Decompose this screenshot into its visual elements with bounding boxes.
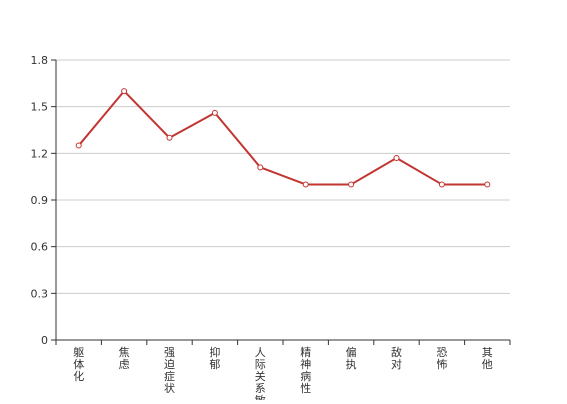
x-tick-label: 恐怖 xyxy=(436,346,447,371)
series-line xyxy=(77,90,488,186)
y-tick-labels: 0 0.3 0.6 0.9 1.2 1.5 1.8 xyxy=(31,54,49,347)
x-tick-label: 人际关系敏感 xyxy=(255,346,266,400)
data-point[interactable] xyxy=(166,134,173,141)
data-point[interactable] xyxy=(211,109,218,116)
y-tick-label: 1.5 xyxy=(31,101,49,114)
x-tick-labels: 躯体化 焦虑 强迫症状 抑郁 人际关系敏感 精神病性 偏执 敌对 恐怖 其他 xyxy=(73,345,493,404)
data-point[interactable] xyxy=(484,181,491,188)
data-point[interactable] xyxy=(257,164,264,171)
y-tick-label: 0 xyxy=(41,334,48,347)
y-tick-label: 0.3 xyxy=(31,287,49,300)
grid-lines xyxy=(56,59,510,294)
series-layer xyxy=(75,88,491,188)
y-tick-label: 1.8 xyxy=(31,54,49,67)
y-tick-label: 1.2 xyxy=(31,147,49,160)
data-point[interactable] xyxy=(75,142,82,149)
x-tick-label: 偏执 xyxy=(346,345,357,371)
data-point[interactable] xyxy=(438,181,445,188)
x-tick-label: 其他 xyxy=(482,346,493,371)
data-point[interactable] xyxy=(393,155,400,161)
data-point[interactable] xyxy=(302,181,309,188)
x-tick-label: 焦虑 xyxy=(119,346,130,371)
x-tick-label: 精神病性 xyxy=(300,346,311,395)
axes xyxy=(51,59,511,345)
x-tick-label: 躯体化 xyxy=(73,346,84,383)
data-point[interactable] xyxy=(348,181,355,188)
data-point[interactable] xyxy=(121,88,128,95)
x-tick-label: 抑郁 xyxy=(209,345,220,371)
y-tick-label: 0.6 xyxy=(31,241,49,254)
y-tick-label: 0.9 xyxy=(31,194,49,207)
x-tick-label: 强迫症状 xyxy=(164,346,175,395)
x-tick-label: 敌对 xyxy=(391,345,402,371)
